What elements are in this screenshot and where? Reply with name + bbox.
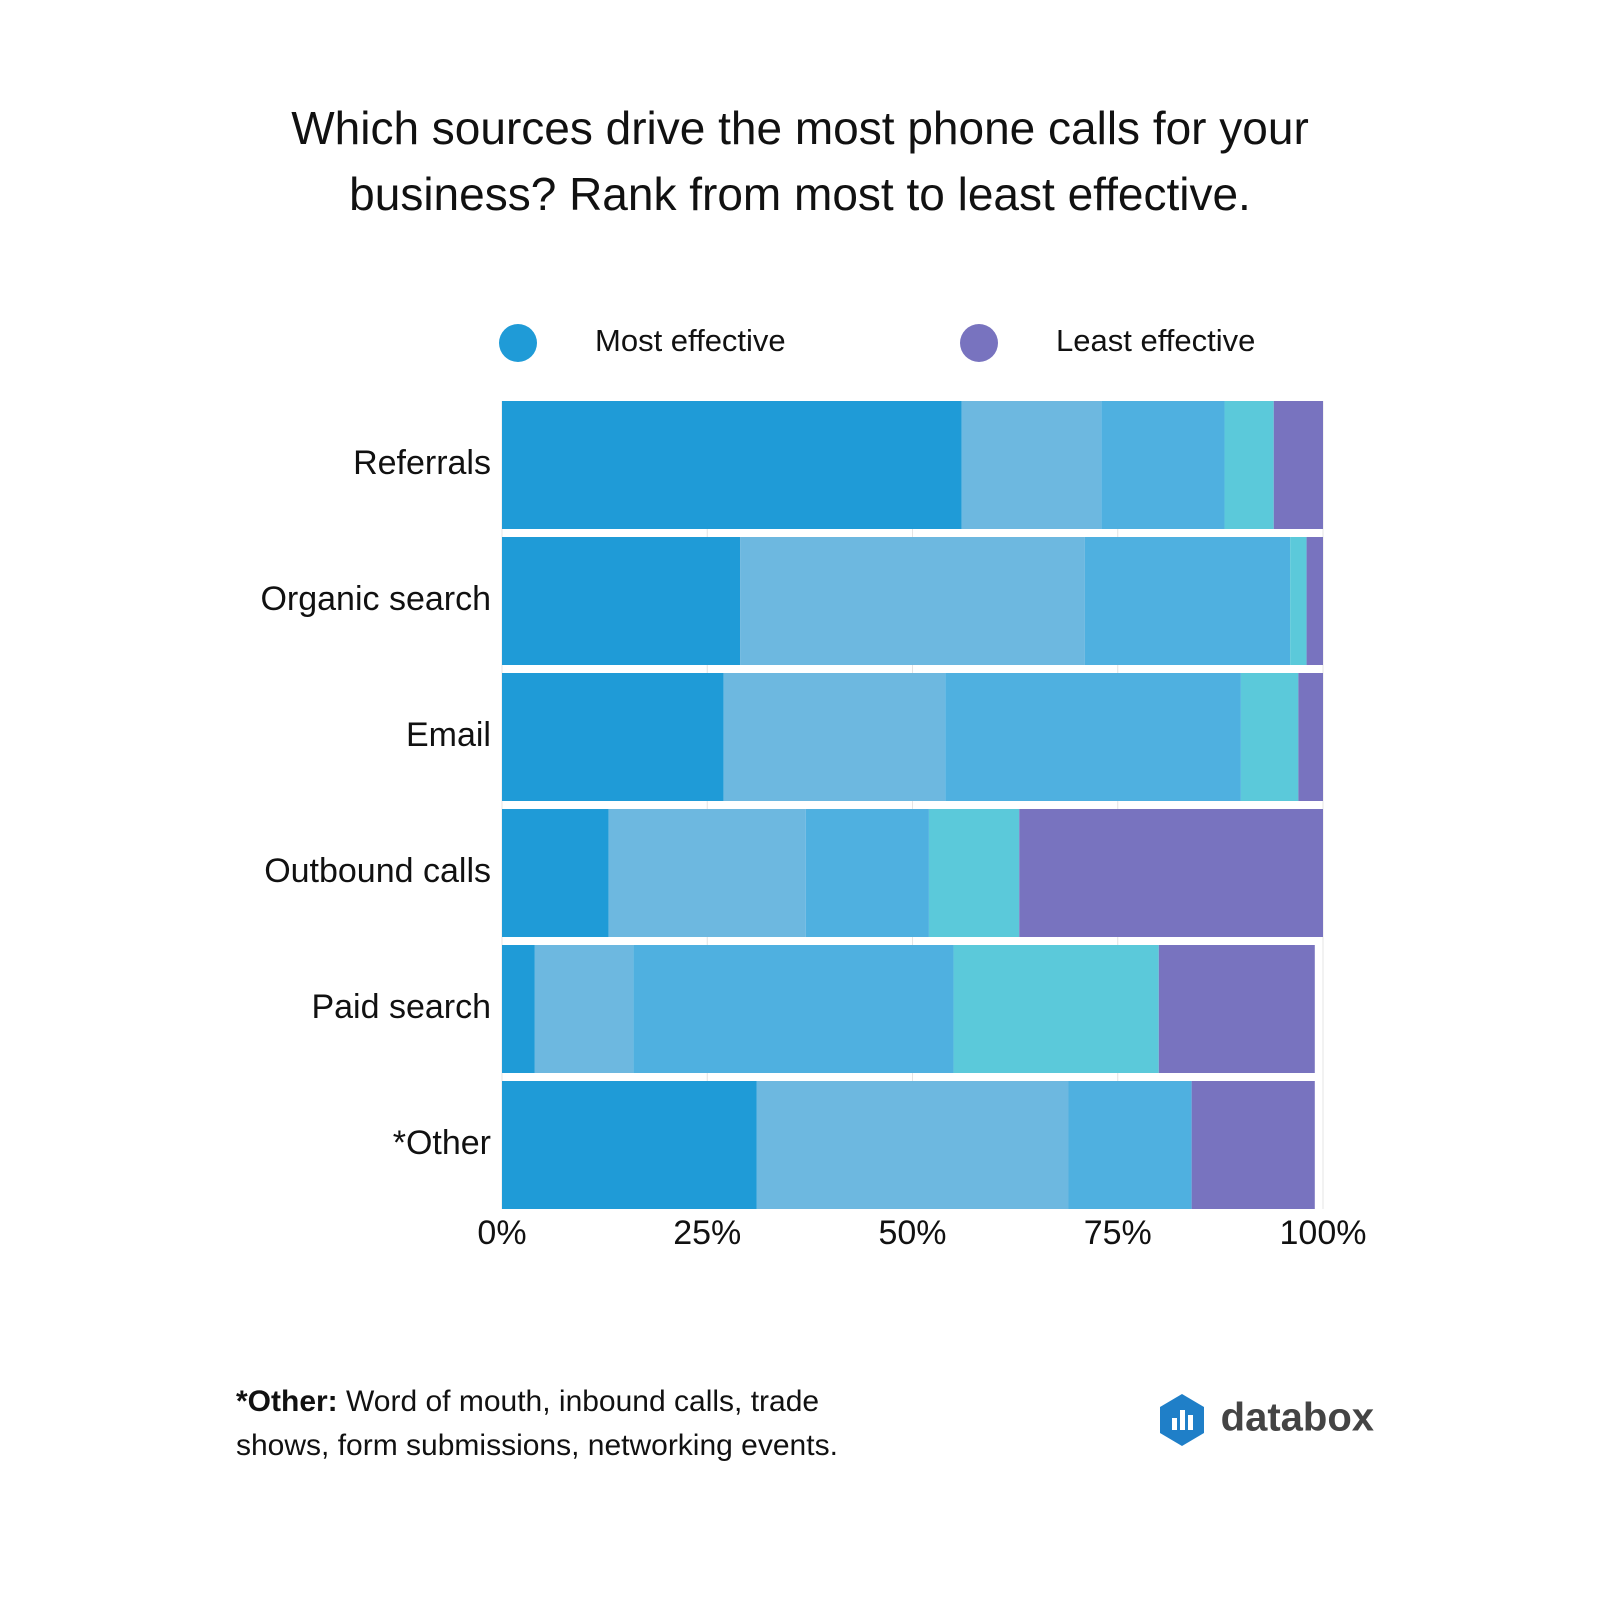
bar-segment bbox=[1273, 401, 1323, 529]
bar-segment bbox=[1306, 537, 1323, 665]
bar-segment bbox=[961, 401, 1102, 529]
bar-segment bbox=[1158, 945, 1315, 1073]
bar-segment bbox=[534, 945, 634, 1073]
footnote-label: *Other: bbox=[236, 1385, 338, 1418]
bar-segment bbox=[740, 537, 1085, 665]
bar-segment bbox=[1191, 1081, 1315, 1209]
y-tick-label: Organic search bbox=[260, 580, 491, 618]
bar-segment bbox=[1290, 537, 1307, 665]
x-tick-label: 0% bbox=[477, 1214, 526, 1252]
bar-segment bbox=[945, 673, 1241, 801]
bars bbox=[502, 401, 1323, 1209]
brand-name: databox bbox=[1221, 1396, 1374, 1440]
bar-segment bbox=[1240, 673, 1299, 801]
x-tick-label: 75% bbox=[1084, 1214, 1152, 1252]
bar-segment bbox=[502, 809, 609, 937]
y-tick-label: Paid search bbox=[311, 988, 491, 1026]
bar-segment bbox=[502, 945, 535, 1073]
bar-segment bbox=[502, 401, 962, 529]
legend-swatch bbox=[960, 324, 998, 362]
chart-title: Which sources drive the most phone calls… bbox=[291, 102, 1309, 220]
bar-segment bbox=[805, 809, 929, 937]
bar-segment bbox=[502, 537, 741, 665]
bar-segment bbox=[928, 809, 1020, 937]
bar-segment bbox=[502, 673, 724, 801]
y-tick-label: Outbound calls bbox=[264, 852, 491, 890]
x-tick-label: 25% bbox=[673, 1214, 741, 1252]
x-tick-label: 100% bbox=[1280, 1214, 1367, 1252]
grid bbox=[501, 401, 1324, 1209]
y-tick-label: Referrals bbox=[353, 444, 491, 482]
footnote-text: Word of mouth, inbound calls, trade show… bbox=[236, 1385, 838, 1462]
legend-label: Most effective bbox=[595, 323, 786, 358]
bar-segment bbox=[608, 809, 806, 937]
y-tick-label: Email bbox=[406, 716, 491, 754]
y-tick-label: *Other bbox=[393, 1124, 491, 1162]
bar-segment bbox=[1084, 537, 1291, 665]
bar-segment bbox=[1224, 401, 1274, 529]
brand-logo bbox=[1160, 1394, 1204, 1446]
bar-segment bbox=[723, 673, 946, 801]
legend-swatch bbox=[499, 324, 537, 362]
footnote: *Other: Word of mouth, inbound calls, tr… bbox=[236, 1380, 916, 1468]
bar-segment bbox=[502, 1081, 757, 1209]
bar-segment bbox=[633, 945, 954, 1073]
legend-label: Least effective bbox=[1056, 323, 1255, 358]
x-tick-label: 50% bbox=[878, 1214, 946, 1252]
bar-segment bbox=[1298, 673, 1323, 801]
bar-segment bbox=[1019, 809, 1323, 937]
bar-segment bbox=[953, 945, 1159, 1073]
bar-segment bbox=[756, 1081, 1069, 1209]
bar-segment bbox=[1101, 401, 1225, 529]
bar-segment bbox=[1068, 1081, 1192, 1209]
